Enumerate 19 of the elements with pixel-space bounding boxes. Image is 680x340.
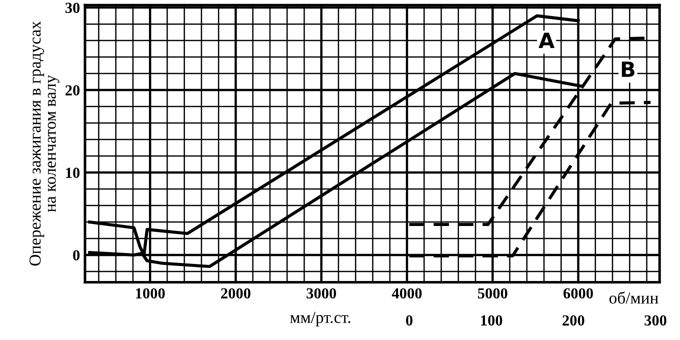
annotation: B [622, 62, 634, 77]
x-tick-label: 5000 [478, 288, 508, 299]
x-tick-label: 1000 [136, 288, 165, 299]
annotation: A [538, 32, 555, 48]
x2-tick-label: 300 [644, 315, 666, 326]
x-axis-title: об/мин [609, 292, 658, 304]
x-tick-label: 3000 [306, 288, 336, 299]
y-tick-label: 30 [65, 2, 80, 14]
x-tick-label: 4000 [392, 288, 422, 299]
x-tick-label: 6000 [563, 288, 593, 299]
y-tick-label: 10 [66, 168, 80, 178]
x2-tick-label: 200 [562, 315, 584, 326]
x-tick-label: 2000 [221, 288, 250, 299]
x2-tick-label: 100 [481, 315, 502, 326]
y-tick-label: 20 [66, 85, 80, 96]
y-tick-label: 0 [73, 250, 80, 260]
y-axis-title: Опережение зажигания в градусах на коленчатом валу [30, 21, 60, 266]
x2-axis-title: мм/рт.ст. [290, 312, 350, 326]
x2-tick-label: 0 [406, 315, 412, 326]
